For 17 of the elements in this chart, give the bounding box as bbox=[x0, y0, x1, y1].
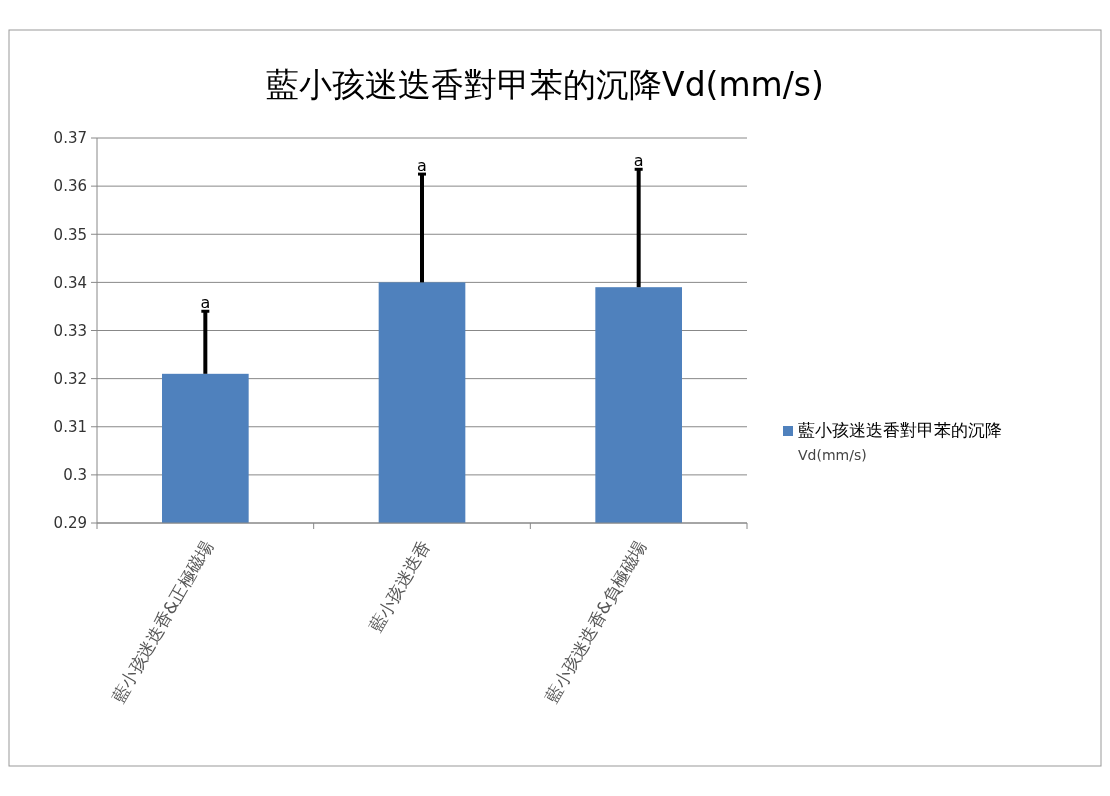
y-tick-label: 0.35 bbox=[53, 225, 87, 244]
annotation: a bbox=[200, 293, 211, 313]
chart-title: 藍小孩迷迭香對甲苯的沉降Vd(mm/s) bbox=[266, 65, 824, 104]
y-tick-label: 0.29 bbox=[53, 514, 87, 533]
legend-label: 藍小孩迷迭香對甲苯的沉降 Vd(mm/s) bbox=[798, 420, 1002, 463]
y-tick-label: 0.33 bbox=[53, 321, 87, 340]
x-tick-label: 藍小孩迷迭香 bbox=[365, 537, 434, 636]
x-tick-label: 藍小孩迷迭香&正極磁場 bbox=[107, 537, 217, 706]
y-tick-label: 0.36 bbox=[53, 177, 87, 196]
y-tick-label: 0.37 bbox=[53, 129, 87, 148]
y-tick-label: 0.3 bbox=[63, 466, 87, 485]
y-tick-label: 0.34 bbox=[53, 273, 87, 292]
annotation: a bbox=[633, 151, 644, 171]
y-tick-label: 0.31 bbox=[53, 418, 87, 436]
x-tick-label: 藍小孩迷迭香&負極磁場 bbox=[541, 537, 651, 706]
annotation: a bbox=[417, 156, 427, 176]
y-tick-label: 0.32 bbox=[53, 369, 87, 388]
